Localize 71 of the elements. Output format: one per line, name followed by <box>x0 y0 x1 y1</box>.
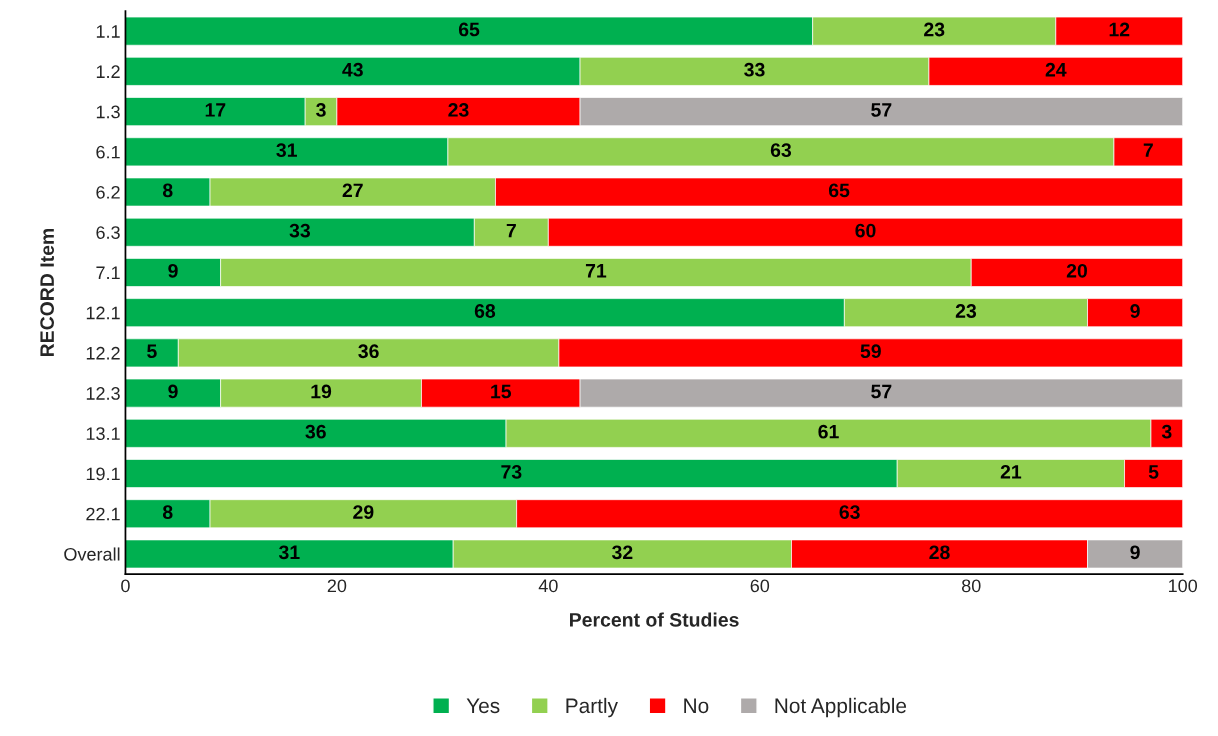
x-tick-label: 0 <box>121 579 130 593</box>
y-tick-label: 12.2 <box>86 346 120 360</box>
y-tick-label: 1.3 <box>96 105 120 119</box>
data-label: 9 <box>1130 545 1140 560</box>
data-label: 29 <box>353 505 374 519</box>
data-label: 63 <box>839 505 860 519</box>
legend-label: No <box>684 698 709 714</box>
data-label: 28 <box>929 545 950 560</box>
data-label: 73 <box>501 464 522 479</box>
y-tick-label: 12.1 <box>86 306 120 320</box>
data-label: 12 <box>1109 22 1130 37</box>
x-tick-label: 40 <box>538 579 558 593</box>
data-label: 8 <box>162 505 173 519</box>
data-label: 3 <box>316 103 326 117</box>
y-tick-label: 6.3 <box>96 226 120 239</box>
data-label: 7 <box>1143 143 1153 157</box>
data-label: 9 <box>168 263 178 278</box>
data-label: 8 <box>162 183 173 198</box>
y-tick-label: 6.2 <box>96 185 120 199</box>
data-label: 36 <box>358 344 379 359</box>
data-label: 59 <box>860 344 881 359</box>
data-label: 33 <box>744 62 765 77</box>
data-label: 9 <box>168 384 178 399</box>
data-label: 33 <box>289 223 311 238</box>
data-label: 57 <box>871 384 892 399</box>
data-label: 9 <box>1130 304 1140 318</box>
x-tick-label: 20 <box>327 579 347 593</box>
legend-label: Partly <box>566 697 618 718</box>
y-tick-label: 1.2 <box>96 65 120 78</box>
data-label: 21 <box>1000 464 1022 479</box>
x-tick-label: 100 <box>1168 579 1198 593</box>
y-tick-label: 12.3 <box>86 387 120 400</box>
data-label: 31 <box>278 545 300 560</box>
y-tick-label: 6.1 <box>96 145 120 159</box>
legend-label: Not Applicable <box>775 697 907 718</box>
data-label: 57 <box>871 103 892 117</box>
y-axis-title: RECORD Item <box>40 228 55 357</box>
data-label: 65 <box>828 183 850 198</box>
x-tick-label: 80 <box>961 579 981 593</box>
x-tick-label: 60 <box>750 579 770 593</box>
data-label: 61 <box>818 424 839 439</box>
data-label: 5 <box>1148 465 1159 479</box>
data-label: 20 <box>1066 263 1087 278</box>
data-label: 23 <box>924 22 945 37</box>
data-label: 27 <box>342 183 363 198</box>
data-label: 60 <box>855 223 876 238</box>
data-label: 65 <box>458 22 480 37</box>
data-label: 68 <box>474 304 496 318</box>
data-label: 19 <box>311 384 332 399</box>
data-label: 23 <box>955 304 977 318</box>
y-tick-label: 1.1 <box>96 25 120 38</box>
data-label: 17 <box>205 103 226 117</box>
legend-label: Yes <box>466 698 500 714</box>
y-tick-label: 13.1 <box>86 427 120 441</box>
data-label: 24 <box>1045 62 1067 77</box>
data-label: 36 <box>305 424 326 439</box>
y-tick-label: 19.1 <box>86 467 120 481</box>
y-tick-label: 22.1 <box>86 507 120 521</box>
data-label: 63 <box>770 143 792 158</box>
data-label: 5 <box>147 344 157 359</box>
x-axis-title: Percent of Studies <box>570 612 739 627</box>
data-label: 31 <box>276 143 297 158</box>
y-tick-label: Overall <box>64 547 120 561</box>
data-label: 15 <box>491 384 512 399</box>
data-label: 7 <box>506 223 516 238</box>
data-label: 71 <box>585 264 607 278</box>
data-label: 32 <box>611 545 633 560</box>
data-label: 3 <box>1161 424 1172 439</box>
data-label: 43 <box>342 62 363 77</box>
data-label: 23 <box>448 103 469 117</box>
y-tick-label: 7.1 <box>96 266 120 279</box>
